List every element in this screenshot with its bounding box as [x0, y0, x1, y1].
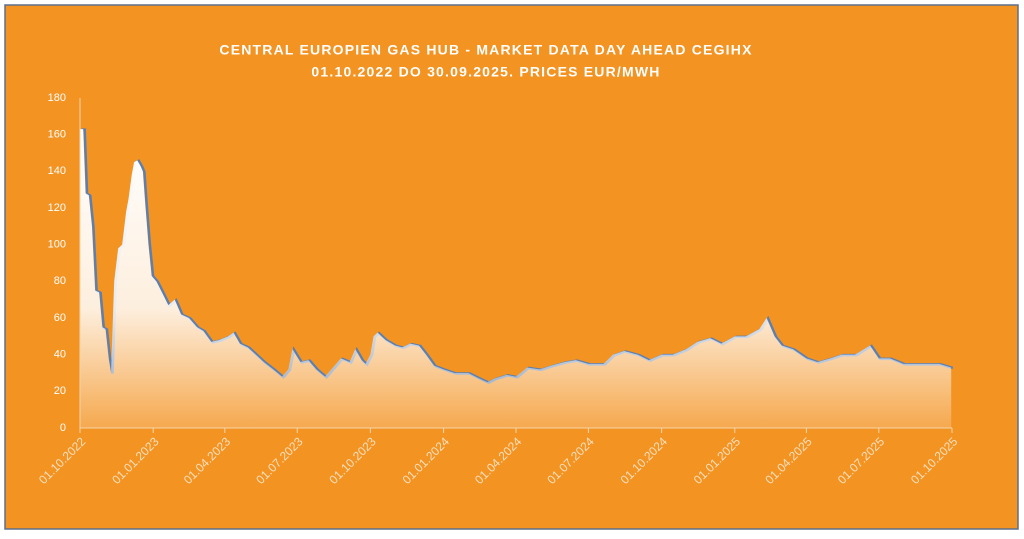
chart-title: CENTRAL EUROPIEN GAS HUB - MARKET DATA D… — [219, 42, 752, 58]
y-tick-label: 40 — [54, 349, 66, 361]
y-tick-label: 180 — [48, 92, 66, 104]
y-tick-label: 140 — [48, 165, 66, 177]
y-tick-label: 80 — [54, 275, 66, 287]
price-area — [80, 129, 952, 428]
chart-background — [4, 4, 1019, 530]
y-tick-label: 60 — [54, 312, 66, 324]
y-tick-label: 100 — [48, 239, 66, 251]
y-tick-label: 160 — [48, 129, 66, 141]
y-tick-label: 120 — [48, 202, 66, 214]
y-tick-label: 20 — [54, 385, 66, 397]
chart-subtitle: 01.10.2022 DO 30.09.2025. PRICES EUR/MWH — [311, 64, 660, 80]
y-tick-label: 0 — [60, 422, 66, 434]
